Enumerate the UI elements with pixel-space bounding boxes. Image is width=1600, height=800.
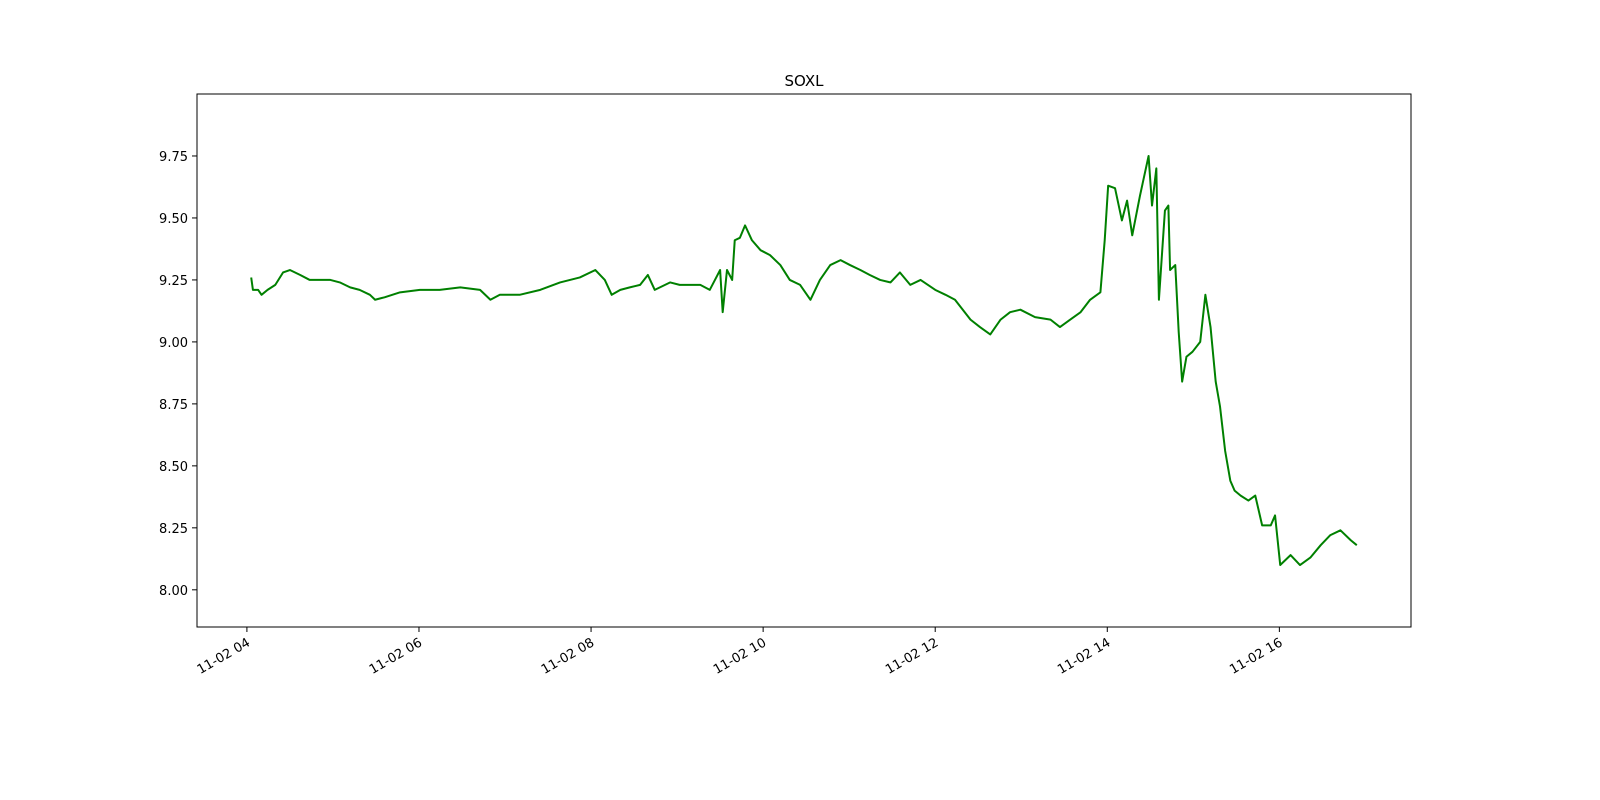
y-tick-label: 9.25 [159, 274, 188, 289]
y-tick-label: 8.50 [159, 460, 188, 475]
y-tick-label: 9.00 [159, 336, 188, 351]
y-tick-label: 9.75 [159, 150, 188, 165]
chart-title: SOXL [784, 72, 824, 90]
line-series [250, 154, 1358, 567]
y-tick-label: 9.50 [159, 212, 188, 227]
plot-frame [196, 93, 1412, 628]
y-tick-label: 8.00 [159, 584, 188, 599]
y-tick-label: 8.25 [159, 522, 188, 537]
y-tick-label: 8.75 [159, 398, 188, 413]
